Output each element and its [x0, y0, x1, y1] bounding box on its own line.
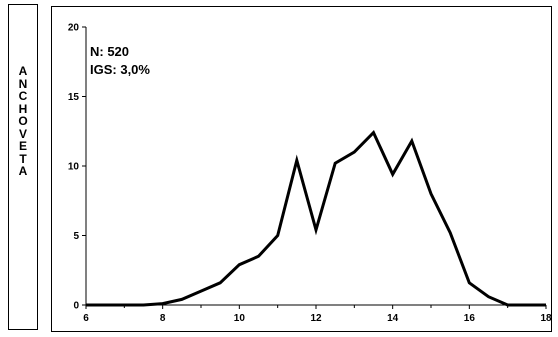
x-tick-label: 12	[310, 313, 322, 324]
species-label-letter: V	[18, 126, 27, 141]
series-line	[86, 130, 546, 307]
species-label-letter: E	[18, 139, 27, 153]
x-tick-label: 18	[540, 313, 552, 324]
x-tick-label: 6	[83, 313, 89, 324]
x-tick-label: 10	[234, 313, 246, 324]
y-tick-label: 0	[73, 301, 79, 312]
x-tick-label: 16	[464, 313, 476, 324]
y-tick-label: 15	[68, 92, 80, 103]
x-tick-label: 14	[387, 313, 399, 324]
y-tick-label: 20	[68, 23, 80, 34]
plot-area: 0 5 10 15 20 6 8 10 12 14 16 18 N: 520 IGS: 3,0%	[51, 6, 552, 332]
species-label-letter: T	[19, 151, 27, 166]
annotation-n: N: 520	[90, 44, 129, 59]
species-label-letter: O	[18, 114, 28, 128]
species-label-letter: C	[18, 89, 28, 103]
line-chart: 0 5 10 15 20 6 8 10 12 14 16 18 N: 520 IGS: 3,0%	[68, 23, 552, 325]
species-label-letter: N	[18, 76, 28, 91]
y-tick-label: 10	[68, 162, 80, 173]
species-label-letter: H	[18, 101, 28, 116]
y-tick-label: 5	[73, 231, 79, 242]
x-tick-label: 8	[160, 313, 166, 324]
species-label-letter: A	[18, 164, 28, 178]
annotation-igs: IGS: 3,0%	[90, 62, 150, 77]
species-label-letter: A	[18, 64, 28, 78]
